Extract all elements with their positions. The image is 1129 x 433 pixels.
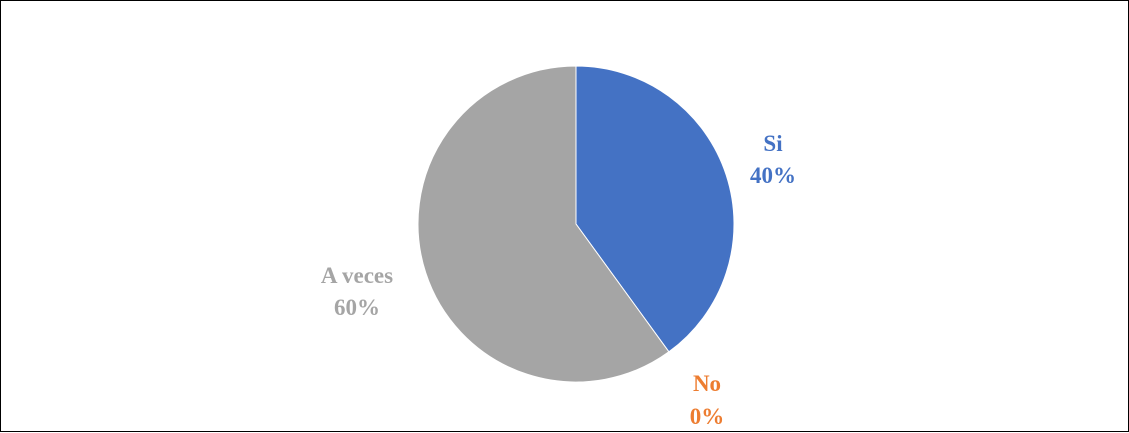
pie-slice-si [575,65,735,353]
data-label-no: No 0% [690,371,725,429]
data-label-category: No [693,371,721,396]
data-label-si: Si 40% [750,131,796,188]
data-label-percent: 0% [690,404,725,429]
data-label-a-veces: A veces 60% [321,263,393,320]
pie-slice-a-veces [417,65,670,383]
pie-labels: Si 40% No 0% A veces 60% [321,131,796,429]
data-label-category: A veces [321,263,393,288]
data-label-percent: 60% [334,295,380,320]
data-label-percent: 40% [750,163,796,188]
data-label-category: Si [763,131,783,156]
pie-slices [417,65,735,383]
